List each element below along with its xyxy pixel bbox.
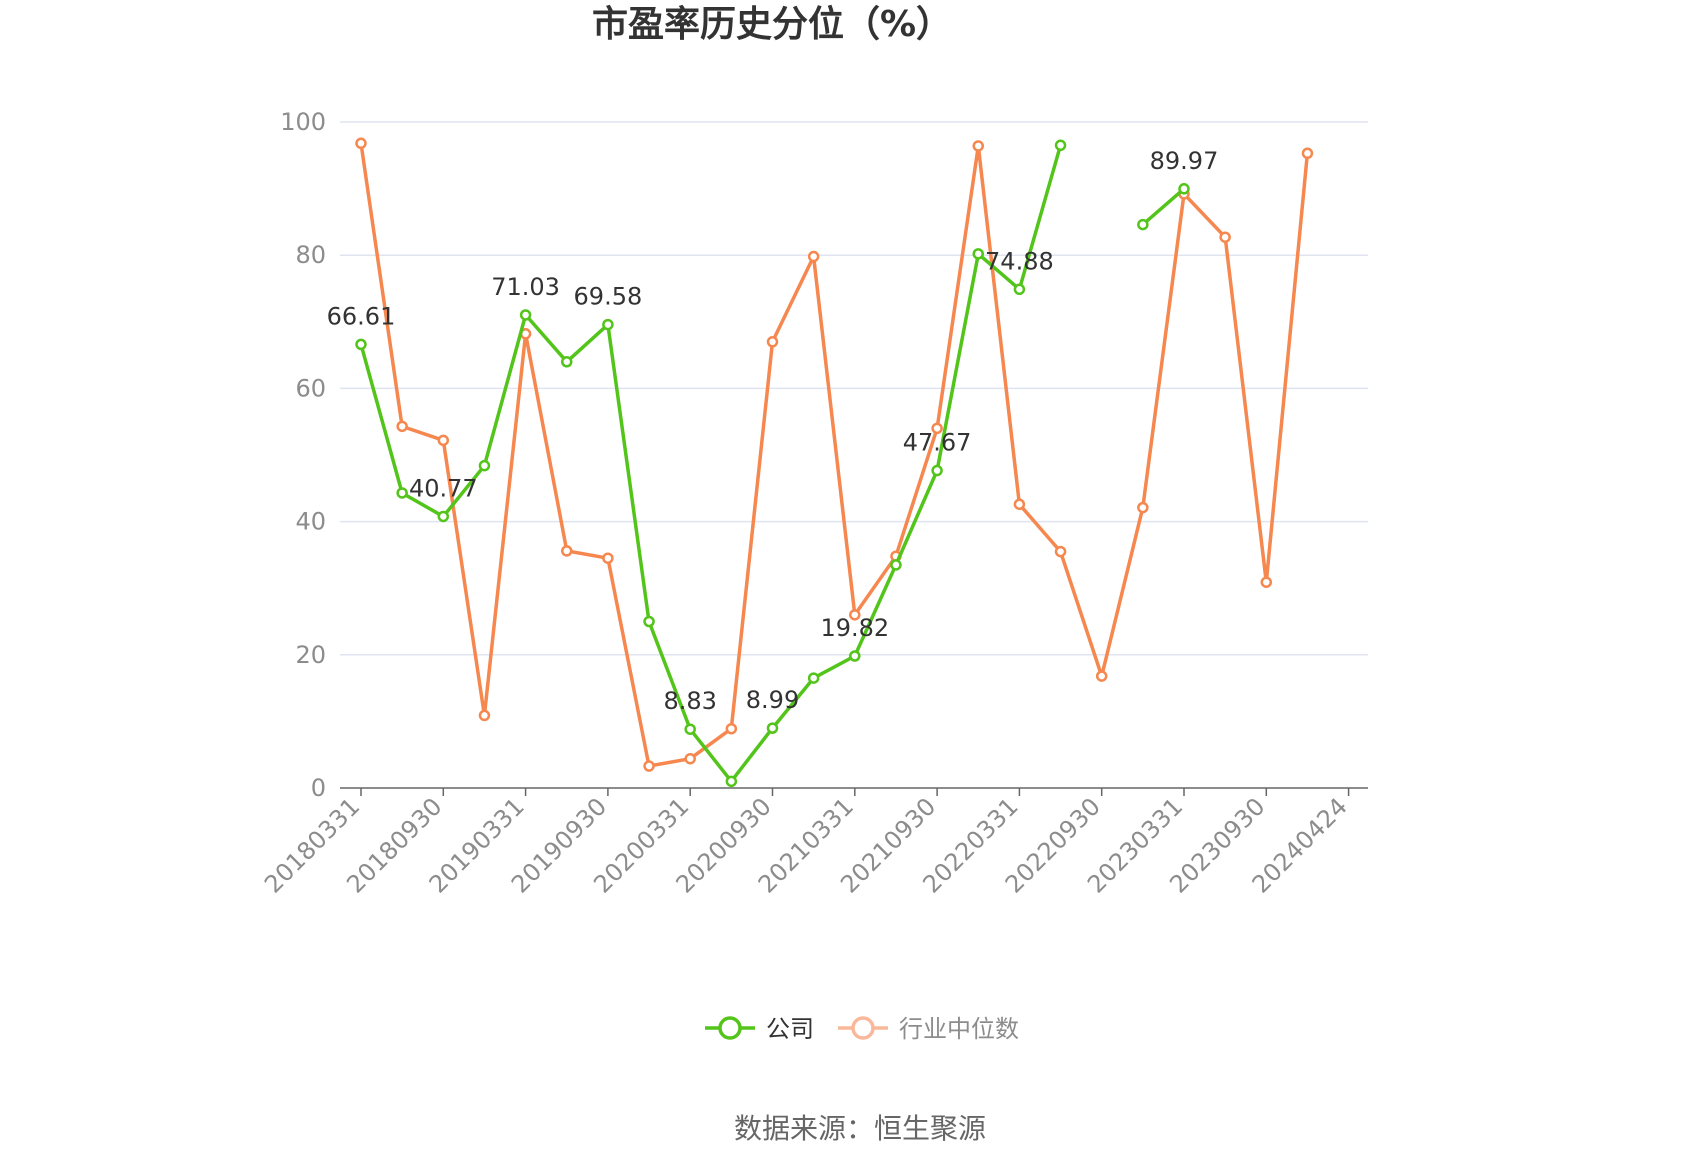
data-point xyxy=(766,336,779,348)
legend-marker xyxy=(851,1016,875,1040)
data-point xyxy=(478,709,491,722)
data-point xyxy=(807,250,820,263)
data-label: 8.83 xyxy=(663,687,716,715)
y-tick-label: 20 xyxy=(295,641,326,669)
data-point xyxy=(1219,231,1231,243)
legend[interactable]: 公司 行业中位数 xyxy=(705,1015,1019,1043)
data-point xyxy=(519,309,532,321)
legend-item-company[interactable]: 公司 xyxy=(705,1015,814,1043)
data-label: 40.77 xyxy=(409,474,478,502)
data-point xyxy=(1054,545,1067,558)
data-point xyxy=(437,434,450,447)
data-point xyxy=(602,552,614,564)
data-point xyxy=(355,338,367,351)
data-point xyxy=(561,356,573,368)
data-label: 66.61 xyxy=(327,302,396,330)
data-point xyxy=(972,248,984,260)
y-tick-label: 40 xyxy=(295,508,326,536)
data-point xyxy=(1013,498,1026,511)
chart-title: 市盈率历史分位（%） xyxy=(592,4,952,45)
data-point xyxy=(1095,670,1108,682)
y-tick-label: 60 xyxy=(295,374,326,402)
data-point xyxy=(807,672,820,684)
x-axis: 2018033120180930201903312019093020200331… xyxy=(259,787,1368,899)
data-point xyxy=(849,609,861,621)
data-point xyxy=(1260,576,1273,588)
series-company xyxy=(355,139,1190,788)
data-label: 8.99 xyxy=(746,686,799,714)
data-point xyxy=(725,775,738,788)
data-point xyxy=(931,422,943,435)
data-point xyxy=(602,318,614,331)
series-line xyxy=(359,144,1186,784)
data-point xyxy=(1137,501,1149,514)
data-point xyxy=(931,464,943,477)
data-point xyxy=(684,752,696,765)
data-point xyxy=(766,722,779,734)
data-label: 74.88 xyxy=(985,247,1054,275)
y-tick-label: 100 xyxy=(280,108,326,136)
legend-marker xyxy=(718,1016,742,1040)
y-tick-label: 0 xyxy=(311,774,326,802)
data-point xyxy=(684,723,696,735)
series-industry-median xyxy=(355,137,1314,772)
data-point xyxy=(1054,139,1067,152)
data-label: 71.03 xyxy=(491,273,560,301)
data-point xyxy=(890,559,902,571)
legend-label: 公司 xyxy=(766,1015,814,1043)
grid xyxy=(340,121,1368,656)
data-point xyxy=(396,487,408,499)
y-axis: 0 20 40 60 80 100 xyxy=(280,108,326,802)
data-point xyxy=(355,137,367,150)
data-point xyxy=(437,510,450,523)
data-labels: 66.61 40.77 71.03 69.58 8.83 8.99 19.82 47.67 74… xyxy=(327,147,1219,715)
data-label: 89.97 xyxy=(1150,147,1219,175)
data-point xyxy=(643,760,655,772)
series-layer xyxy=(355,137,1314,788)
data-point xyxy=(1013,283,1026,296)
y-tick-label: 80 xyxy=(295,241,326,269)
data-label: 69.58 xyxy=(574,283,643,311)
data-point xyxy=(725,722,738,735)
data-point xyxy=(396,420,408,433)
data-point xyxy=(1178,183,1190,195)
data-point xyxy=(1301,147,1314,160)
data-point xyxy=(561,545,573,557)
series-line xyxy=(359,143,1310,768)
data-point xyxy=(643,615,655,628)
data-point xyxy=(972,140,984,152)
data-label: 47.67 xyxy=(903,429,972,457)
data-point xyxy=(478,459,491,472)
data-label: 19.82 xyxy=(820,614,889,642)
data-point xyxy=(849,650,861,662)
legend-item-industry-median[interactable]: 行业中位数 xyxy=(838,1015,1019,1043)
legend-label: 行业中位数 xyxy=(899,1015,1019,1043)
data-point xyxy=(1137,218,1149,231)
source-note: 数据来源：恒生聚源 xyxy=(734,1112,986,1145)
